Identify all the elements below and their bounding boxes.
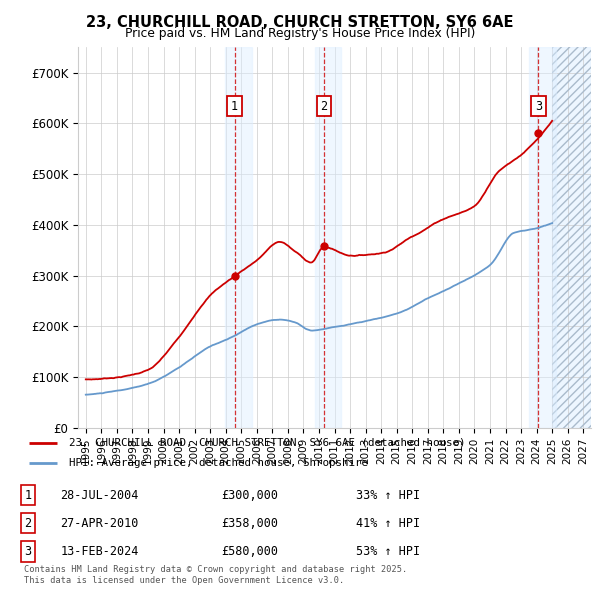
Text: 3: 3 — [535, 100, 542, 113]
Text: 2: 2 — [320, 100, 328, 113]
Text: 1: 1 — [231, 100, 238, 113]
Text: 27-APR-2010: 27-APR-2010 — [60, 517, 139, 530]
Bar — [225, 47, 251, 428]
Text: 2: 2 — [25, 517, 32, 530]
Text: 3: 3 — [25, 545, 32, 558]
Text: Price paid vs. HM Land Registry's House Price Index (HPI): Price paid vs. HM Land Registry's House … — [125, 27, 475, 40]
Text: 23, CHURCHILL ROAD, CHURCH STRETTON, SY6 6AE: 23, CHURCHILL ROAD, CHURCH STRETTON, SY6… — [86, 15, 514, 30]
Bar — [529, 47, 556, 428]
Text: Contains HM Land Registry data © Crown copyright and database right 2025.
This d: Contains HM Land Registry data © Crown c… — [24, 565, 407, 585]
Bar — [552, 47, 591, 428]
Text: 33% ↑ HPI: 33% ↑ HPI — [356, 489, 421, 502]
Text: HPI: Average price, detached house, Shropshire: HPI: Average price, detached house, Shro… — [69, 458, 368, 468]
Text: £300,000: £300,000 — [221, 489, 278, 502]
Text: 13-FEB-2024: 13-FEB-2024 — [60, 545, 139, 558]
Bar — [314, 47, 341, 428]
Text: 53% ↑ HPI: 53% ↑ HPI — [356, 545, 421, 558]
Text: 28-JUL-2004: 28-JUL-2004 — [60, 489, 139, 502]
Bar — [552, 47, 591, 428]
Text: £580,000: £580,000 — [221, 545, 278, 558]
Text: £358,000: £358,000 — [221, 517, 278, 530]
Text: 41% ↑ HPI: 41% ↑ HPI — [356, 517, 421, 530]
Text: 23, CHURCHILL ROAD, CHURCH STRETTON, SY6 6AE (detached house): 23, CHURCHILL ROAD, CHURCH STRETTON, SY6… — [69, 438, 465, 448]
Text: 1: 1 — [25, 489, 32, 502]
